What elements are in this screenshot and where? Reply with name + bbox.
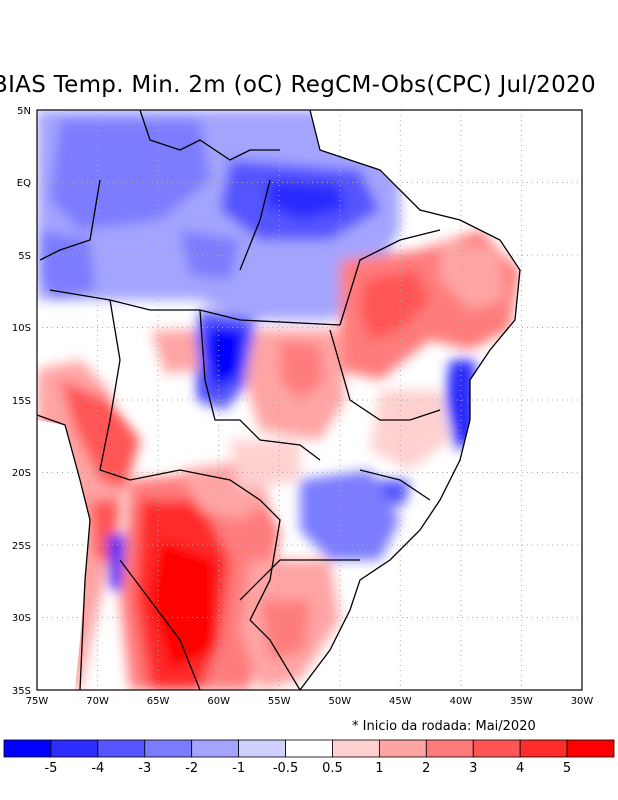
lat-tick-label: 25S [12,541,31,552]
colorbar-label: -0.5 [273,761,298,776]
lat-tick-label: 20S [12,468,31,479]
colorbar-swatch [144,739,193,758]
lat-tick-label: 30S [12,613,31,624]
colorbar-swatch [238,739,286,758]
lon-tick-label: 30W [571,696,594,707]
lon-tick-label: 55W [268,696,291,707]
colorbar-label: -5 [44,761,57,776]
colorbar-label: -3 [138,761,151,776]
colorbar-boxes [3,739,615,758]
colorbar-swatch [425,739,474,758]
colorbar-swatch [472,739,521,758]
colorbar-swatch [3,739,52,758]
lat-tick-label: 35S [12,686,31,697]
lat-tick-label: 10S [12,323,31,334]
bias-field [37,110,582,690]
plot-frame [36,109,583,691]
lon-tick-label: 70W [86,696,109,707]
lon-tick-label: 75W [26,696,49,707]
colorbar-swatch [378,739,427,758]
lon-tick-label: 50W [328,696,351,707]
lat-axis: 5N EQ 5S 10S 15S 20S 25S 30S 35S [12,106,31,697]
colorbar-label: 3 [469,761,477,776]
colorbar-labels: -5 -4 -3 -2 -1 -0.5 0.5 1 2 3 4 5 [44,761,571,776]
colorbar-swatch [285,739,333,758]
colorbar-label: -4 [91,761,104,776]
colorbar-swatch [332,739,380,758]
lat-tick-label: EQ [17,178,31,189]
lat-tick-label: 15S [12,396,31,407]
lon-tick-label: 40W [450,696,473,707]
colorbar-swatch [97,739,146,758]
lon-tick-label: 45W [389,696,412,707]
run-start-note: * Inicio da rodada: Mai/2020 [352,719,536,734]
colorbar-label: 5 [563,761,571,776]
colorbar-label: 1 [375,761,383,776]
colorbar-swatch [519,739,568,758]
colorbar-swatch [566,739,615,758]
colorbar-swatch [191,739,240,758]
lat-tick-label: 5S [18,251,31,262]
graticule [37,110,582,690]
colorbar-label: 2 [422,761,430,776]
colorbar-label: 0.5 [322,761,343,776]
lat-tick-label: 5N [17,106,31,117]
colorbar-swatch [50,739,99,758]
colorbar-label: 4 [516,761,524,776]
lon-tick-label: 65W [147,696,170,707]
colorbar-label: -2 [185,761,198,776]
colorbar-label: -1 [232,761,245,776]
map-title: BIAS Temp. Min. 2m (oC) RegCM-Obs(CPC) J… [0,72,596,98]
lon-tick-label: 35W [510,696,533,707]
lon-tick-label: 60W [207,696,230,707]
lon-axis: 75W 70W 65W 60W 55W 50W 45W 40W 35W 30W [26,696,594,707]
borders [36,109,521,691]
